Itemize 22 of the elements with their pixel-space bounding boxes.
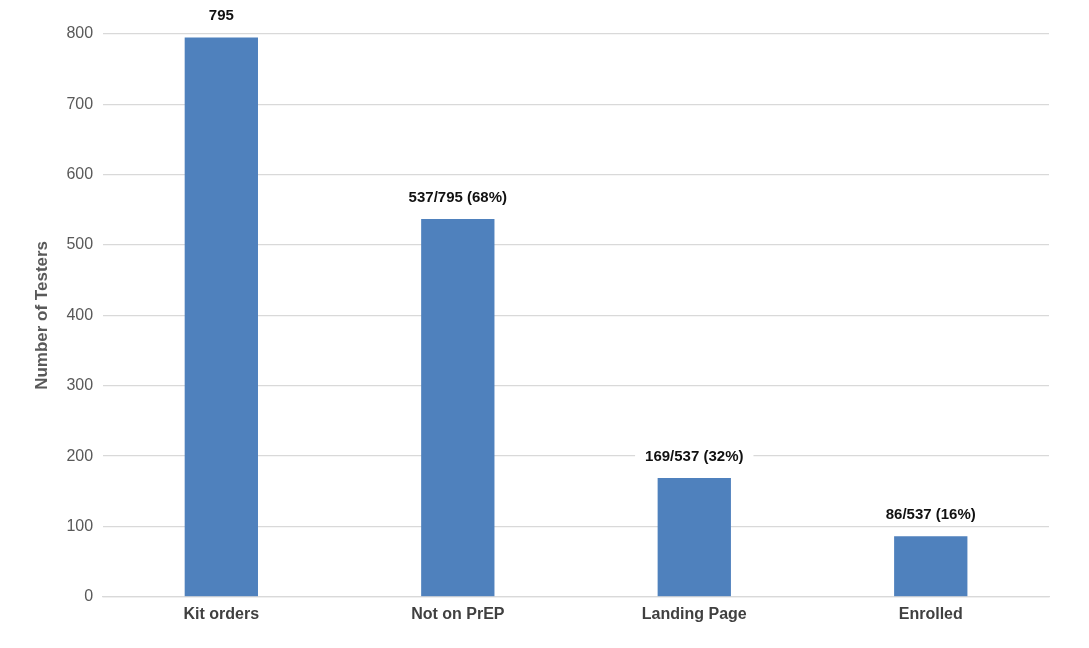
y-tick-label: 500 bbox=[66, 235, 94, 253]
data-label: 795 bbox=[208, 6, 234, 24]
bar bbox=[894, 536, 968, 597]
y-tick-label: 300 bbox=[66, 376, 94, 394]
data-label: 169/537 (32%) bbox=[645, 446, 744, 464]
y-tick-label: 100 bbox=[66, 516, 94, 534]
y-tick-label: 800 bbox=[66, 24, 94, 42]
bar bbox=[184, 37, 258, 597]
x-tick-label: Landing Page bbox=[641, 604, 747, 622]
y-axis-title: Number of Testers bbox=[31, 240, 51, 390]
bar bbox=[657, 477, 731, 597]
y-tick-label: 200 bbox=[66, 446, 94, 464]
y-tick-label: 700 bbox=[66, 94, 94, 112]
x-tick-label: Not on PrEP bbox=[411, 604, 505, 622]
y-tick-label: 0 bbox=[84, 587, 94, 605]
x-tick-label: Kit orders bbox=[183, 604, 260, 622]
y-tick-label: 600 bbox=[66, 165, 94, 183]
bar bbox=[421, 219, 495, 597]
y-tick-label: 400 bbox=[66, 305, 94, 323]
data-label: 86/537 (16%) bbox=[885, 504, 976, 522]
data-label: 537/795 (68%) bbox=[408, 187, 508, 205]
x-tick-label: Enrolled bbox=[898, 604, 963, 622]
